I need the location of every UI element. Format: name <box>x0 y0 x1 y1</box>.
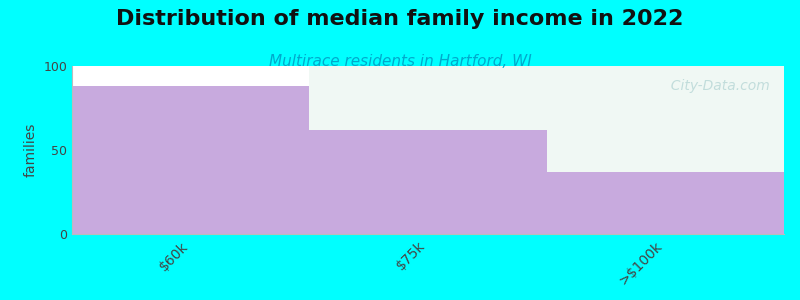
Text: Distribution of median family income in 2022: Distribution of median family income in … <box>116 9 684 29</box>
Y-axis label: families: families <box>24 123 38 177</box>
Bar <box>310 66 800 234</box>
Text: City-Data.com: City-Data.com <box>662 80 770 93</box>
Bar <box>546 172 784 234</box>
Bar <box>310 130 546 234</box>
Bar <box>546 172 784 234</box>
Bar <box>72 86 310 234</box>
Bar <box>72 86 310 234</box>
Text: Multirace residents in Hartford, WI: Multirace residents in Hartford, WI <box>269 54 531 69</box>
Bar <box>310 130 546 234</box>
